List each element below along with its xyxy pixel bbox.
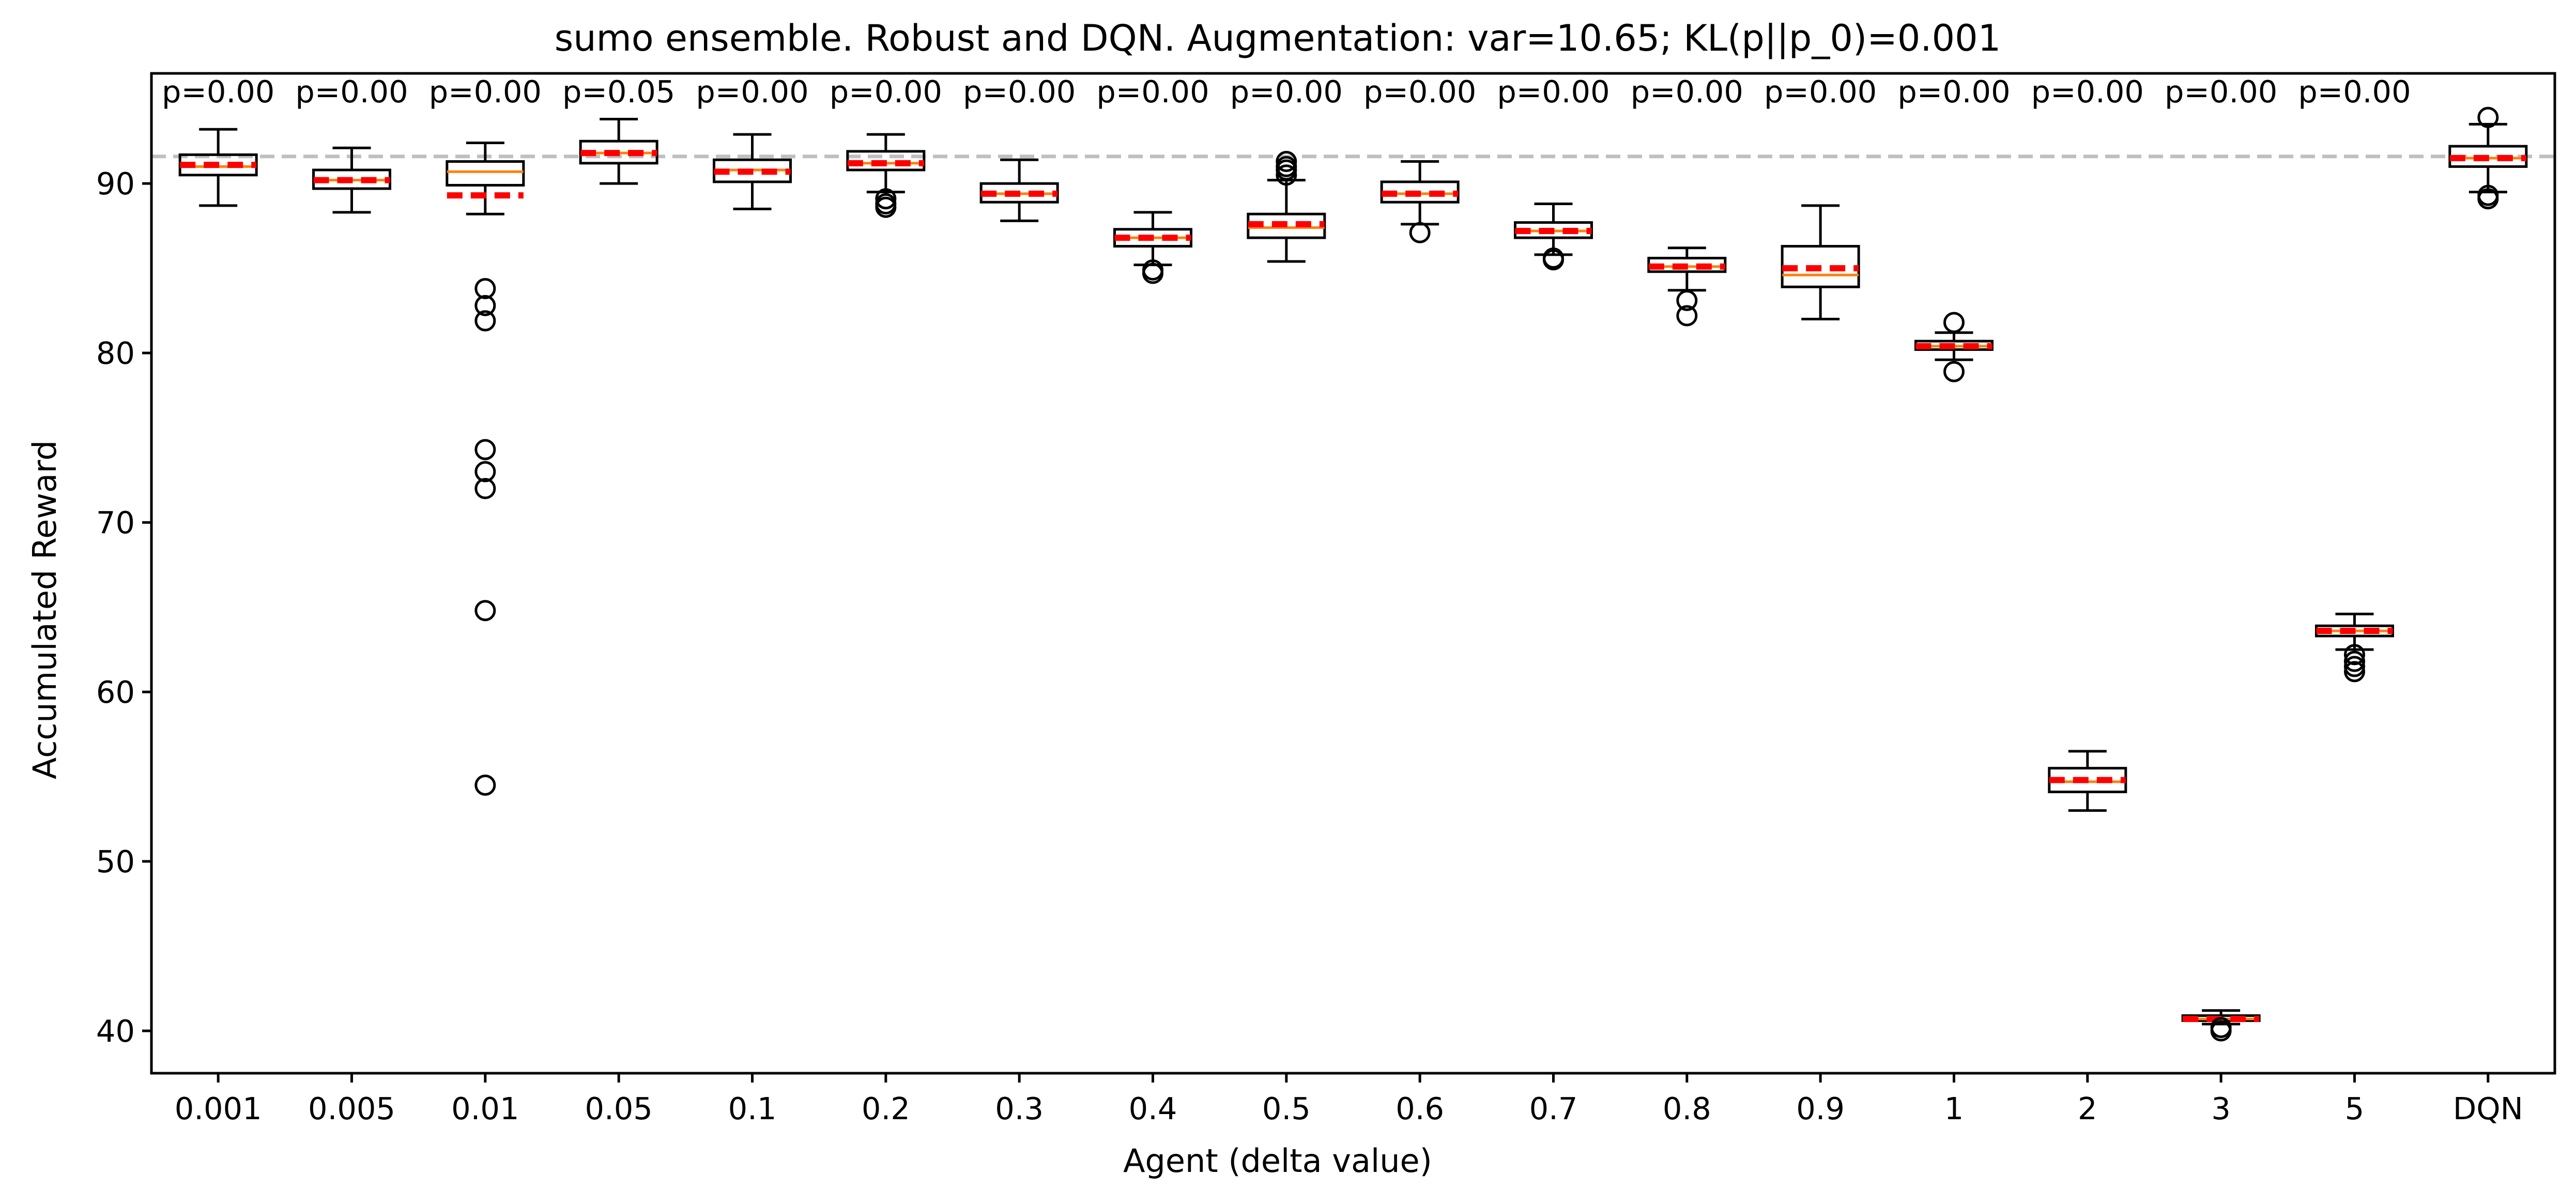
p-value-label: p=0.00 xyxy=(2298,74,2411,110)
p-value-label: p=0.00 xyxy=(2031,74,2144,110)
y-tick-label: 80 xyxy=(96,335,135,371)
box-0.3 xyxy=(979,158,1059,222)
x-tick-label: 0.7 xyxy=(1529,1091,1578,1126)
x-tick-label: 0.4 xyxy=(1129,1091,1177,1126)
outlier-point xyxy=(474,600,496,622)
outlier-point xyxy=(875,196,897,218)
outlier-point xyxy=(474,478,496,500)
p-value-label: p=0.00 xyxy=(1764,74,1877,110)
x-axis-label: Agent (delta value) xyxy=(1123,1142,1432,1180)
x-tick-label: 0.5 xyxy=(1262,1091,1311,1126)
p-value-label: p=0.00 xyxy=(162,74,274,110)
outlier-point xyxy=(474,295,496,316)
outlier-point xyxy=(474,439,496,460)
x-tick-label: 0.05 xyxy=(585,1091,652,1126)
p-value-label: p=0.00 xyxy=(830,74,942,110)
axis-ticks: 40 50 60 70 80 90 0.001 0.005 0.01 0.05 0.1 0.2 0.3 0… xyxy=(96,166,2523,1126)
x-tick-label: 5 xyxy=(2345,1091,2365,1126)
x-tick-label: 0.005 xyxy=(308,1091,395,1126)
box-5 xyxy=(2315,612,2394,683)
box-0.05 xyxy=(579,118,658,185)
plot-area xyxy=(151,106,2555,1042)
x-tick-label: 0.2 xyxy=(862,1091,910,1126)
x-tick-label: 3 xyxy=(2211,1091,2231,1126)
outlier-point xyxy=(2477,188,2499,210)
box-0.001 xyxy=(178,128,258,207)
outlier-point xyxy=(1276,159,1297,181)
y-tick-label: 70 xyxy=(96,505,135,540)
p-value-label: p=0.00 xyxy=(696,74,808,110)
x-tick-label: DQN xyxy=(2453,1091,2523,1126)
p-value-label: p=0.00 xyxy=(1897,74,2010,110)
outlier-point xyxy=(1409,222,1431,243)
outlier-point xyxy=(1276,151,1297,173)
box-0.4 xyxy=(1113,211,1192,284)
outlier-point xyxy=(2344,644,2365,666)
p-value-label: p=0.00 xyxy=(1497,74,1609,110)
outlier-point xyxy=(1276,164,1297,186)
outlier-point xyxy=(2477,106,2499,128)
outlier-point xyxy=(1943,361,1965,382)
outlier-point xyxy=(2344,661,2365,683)
x-tick-label: 0.001 xyxy=(175,1091,262,1126)
plot-frame xyxy=(150,72,2556,1075)
outlier-point xyxy=(1676,305,1698,327)
p-value-label: p=0.00 xyxy=(429,74,542,110)
p-value-label: p=0.00 xyxy=(2165,74,2277,110)
x-tick-label: 0.3 xyxy=(995,1091,1044,1126)
outlier-point xyxy=(875,188,897,210)
x-tick-label: 0.8 xyxy=(1663,1091,1711,1126)
box-0.1 xyxy=(713,133,792,210)
box-0.6 xyxy=(1380,160,1460,243)
outlier-point xyxy=(474,310,496,332)
box-2 xyxy=(2048,750,2127,812)
p-value-label: p=0.00 xyxy=(1230,74,1343,110)
outlier-point xyxy=(1543,249,1564,271)
y-axis-label: Accumulated Reward xyxy=(26,440,64,779)
box-0.2 xyxy=(846,133,926,218)
p-value-label: p=0.05 xyxy=(562,74,675,110)
box-1 xyxy=(1914,312,1994,382)
p-value-annotations: p=0.00 p=0.00 p=0.00 p=0.05 p=0.00 p=0.00 p=0.… xyxy=(162,74,2411,110)
y-tick-label: 90 xyxy=(96,166,135,202)
chart-title: sumo ensemble. Robust and DQN. Augmentat… xyxy=(555,17,2001,59)
box-0.5 xyxy=(1247,151,1326,263)
outlier-point xyxy=(1943,312,1965,333)
outlier-point xyxy=(1142,262,1163,284)
box-0.8 xyxy=(1647,246,1727,327)
box-0.01 xyxy=(446,141,525,796)
outlier-point xyxy=(1676,289,1698,311)
p-value-label: p=0.00 xyxy=(295,74,408,110)
box-DQN xyxy=(2448,106,2528,210)
p-value-label: p=0.00 xyxy=(1096,74,1209,110)
box-0.9 xyxy=(1781,204,1860,321)
x-tick-label: 0.1 xyxy=(728,1091,777,1126)
box-0.005 xyxy=(312,146,391,214)
box-0.7 xyxy=(1514,203,1593,271)
x-tick-label: 0.6 xyxy=(1396,1091,1444,1126)
outlier-point xyxy=(2210,1020,2232,1042)
outlier-point xyxy=(2344,656,2365,677)
p-value-label: p=0.00 xyxy=(1363,74,1476,110)
outlier-point xyxy=(474,278,496,300)
y-tick-label: 40 xyxy=(96,1013,135,1049)
x-tick-label: 0.9 xyxy=(1796,1091,1845,1126)
outlier-point xyxy=(474,774,496,796)
x-tick-label: 2 xyxy=(2078,1091,2097,1126)
y-tick-label: 60 xyxy=(96,674,135,710)
outlier-point xyxy=(2344,651,2365,672)
outlier-point xyxy=(474,461,496,483)
box-3 xyxy=(2181,1009,2261,1042)
p-value-label: p=0.00 xyxy=(963,74,1076,110)
p-value-label: p=0.00 xyxy=(1631,74,1743,110)
y-tick-label: 50 xyxy=(96,844,135,879)
x-tick-label: 0.01 xyxy=(451,1091,519,1126)
x-tick-label: 1 xyxy=(1944,1091,1964,1126)
box-body xyxy=(446,160,525,187)
